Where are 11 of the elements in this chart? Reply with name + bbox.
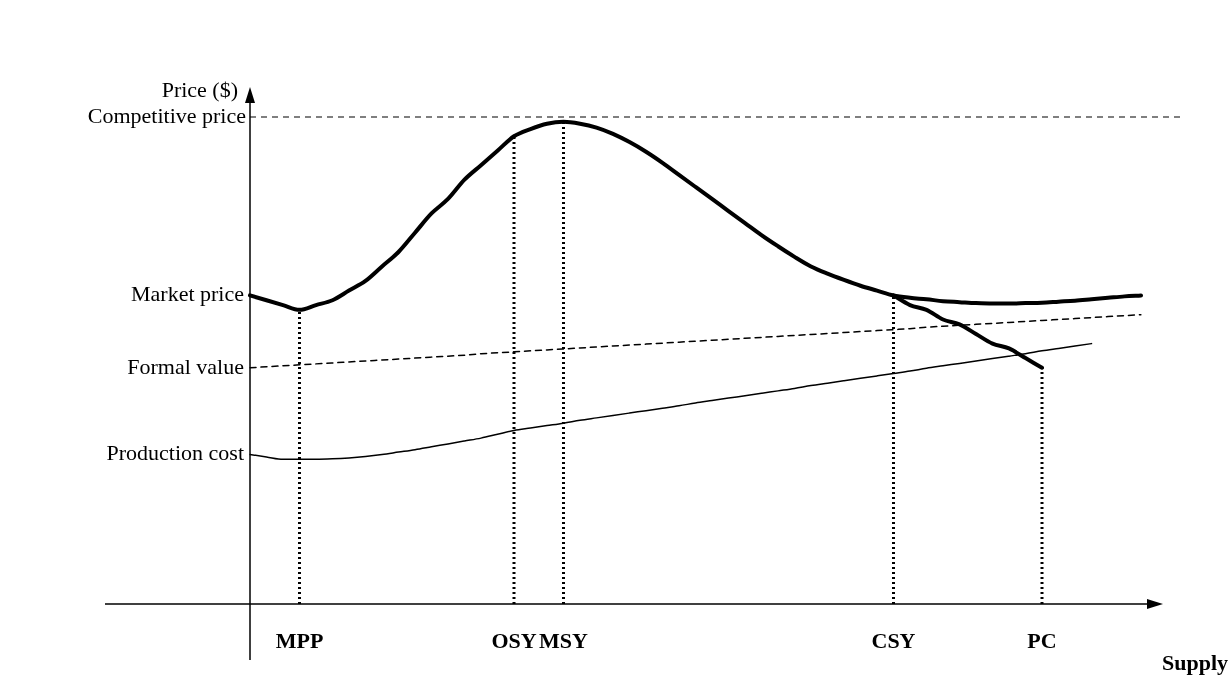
x-tick-label: PC <box>1027 627 1057 653</box>
x-tick-label: MSY <box>539 627 589 653</box>
x-tick-label: OSY <box>491 627 537 653</box>
series-label: Production cost <box>106 440 244 466</box>
x-axis-title: Supply <box>1161 649 1229 675</box>
series-label: Formal value <box>127 353 244 379</box>
x-tick-label: CSY <box>871 627 916 653</box>
x-tick-label: MPP <box>275 627 324 653</box>
y-axis-title: Price ($) <box>161 76 238 102</box>
series-label: Market price <box>131 281 244 307</box>
ref-line-label: Competitive price <box>87 102 246 128</box>
